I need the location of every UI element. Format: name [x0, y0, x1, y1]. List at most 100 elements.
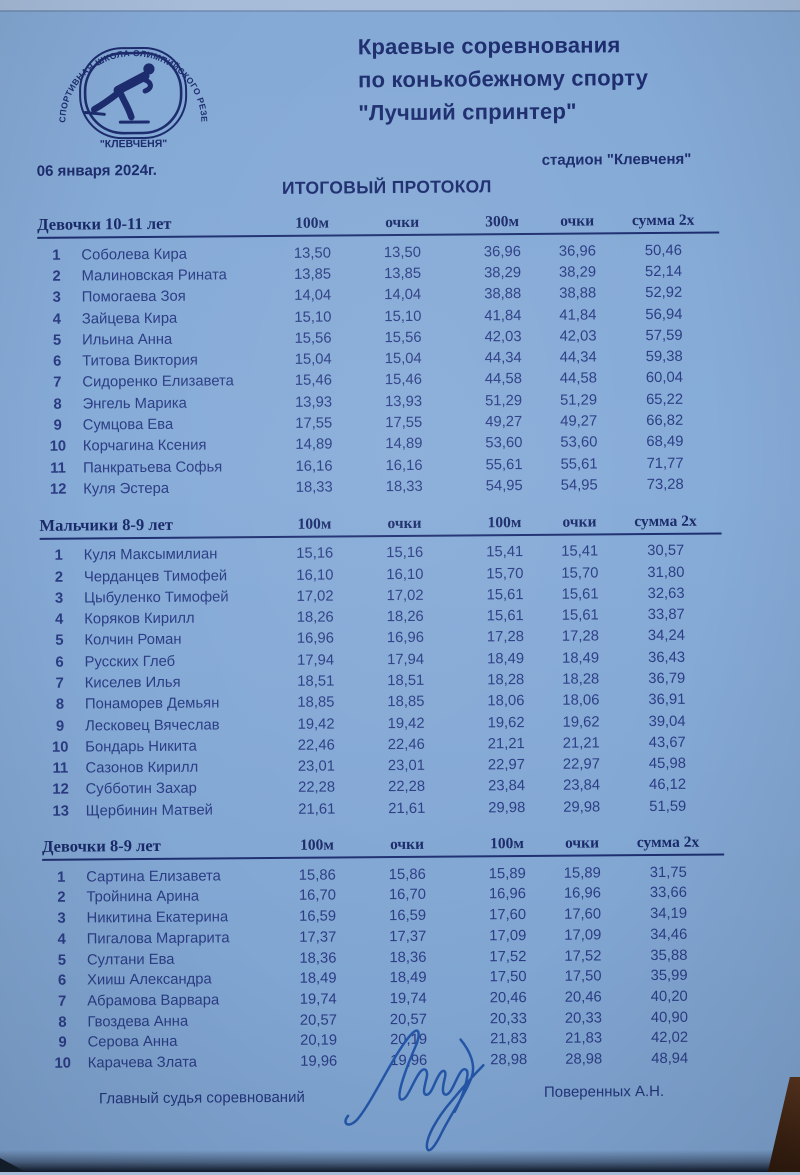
time1-cell: 18,36 [299, 950, 337, 967]
time2-cell: 17,52 [489, 948, 527, 965]
column-header-distance2: 100м [490, 835, 525, 853]
name-cell: Султани Ева [86, 951, 175, 968]
time1-cell: 15,16 [296, 545, 334, 563]
rank-cell: 1 [57, 869, 66, 886]
sum-cell: 35,99 [650, 967, 688, 985]
title-line-1: Краевые соревнования [357, 32, 621, 60]
time1-cell: 14,89 [295, 436, 333, 454]
time1-cell: 17,55 [295, 415, 333, 432]
points1-cell: 17,02 [386, 587, 424, 604]
sum-cell: 33,66 [649, 885, 688, 902]
points2-cell: 55,61 [560, 456, 598, 473]
title-line-3: "Лучший спринтер" [358, 98, 577, 126]
name-cell: Ильина Анна [81, 331, 173, 349]
points2-cell: 16,96 [563, 885, 602, 903]
stadium-oval [79, 46, 188, 140]
points2-cell: 17,09 [564, 927, 602, 944]
time2-cell: 15,70 [486, 565, 524, 582]
points2-cell: 19,62 [562, 714, 600, 731]
points2-cell: 15,70 [561, 564, 599, 582]
time2-cell: 38,88 [484, 286, 522, 303]
rank-cell: 11 [50, 460, 66, 477]
points2-cell: 21,83 [564, 1030, 603, 1047]
group-title: Девочки 8-9 лет [41, 836, 161, 857]
name-cell: Сидоренко Елизавета [82, 373, 234, 391]
time1-cell: 15,56 [294, 330, 332, 347]
points1-cell: 14,04 [384, 287, 422, 304]
results-tables: Девочки 10-11 лет 100м очки 300м очки су… [37, 209, 726, 1074]
points2-cell: 49,27 [560, 413, 598, 430]
points1-cell: 21,61 [388, 800, 426, 817]
time2-cell: 29,98 [488, 799, 526, 817]
points1-cell: 18,33 [385, 478, 423, 496]
time1-cell: 22,28 [298, 779, 336, 797]
points1-cell: 22,28 [388, 779, 426, 796]
column-header-points2: очки [564, 834, 600, 853]
sum-cell: 36,43 [647, 649, 686, 666]
name-cell: Титова Виктория [82, 352, 198, 370]
column-header-points1: очки [389, 836, 425, 854]
time1-cell: 14,04 [294, 287, 332, 305]
time1-cell: 18,26 [296, 609, 334, 626]
points1-cell: 16,70 [388, 887, 427, 904]
points1-cell: 18,85 [387, 694, 425, 711]
points2-cell: 38,88 [559, 285, 597, 302]
time1-cell: 16,16 [295, 458, 333, 475]
results-table-girls-10-11: Девочки 10-11 лет 100м очки 300м очки су… [37, 209, 721, 500]
time2-cell: 18,49 [486, 650, 525, 668]
points1-cell: 16,10 [386, 566, 424, 583]
time2-cell: 55,61 [485, 456, 523, 473]
sum-cell: 66,82 [646, 412, 684, 430]
club-logo: СПОРТИВНАЯ ШКОЛА ОЛИМПИЙСКОГО РЕЗЕРВА ПО… [48, 21, 210, 150]
points1-cell: 23,01 [387, 757, 425, 775]
time2-cell: 15,61 [486, 608, 524, 625]
sum-cell: 60,04 [645, 370, 683, 387]
rank-cell: 3 [52, 289, 61, 306]
name-cell: Хииш Александра [87, 971, 212, 989]
time1-cell: 21,61 [298, 801, 336, 818]
name-cell: Щербинин Матвей [85, 802, 213, 820]
name-cell: Панкратьева Софья [83, 459, 223, 477]
rank-cell: 1 [52, 247, 61, 264]
time2-cell: 18,28 [487, 672, 525, 689]
points1-cell: 18,49 [389, 970, 427, 987]
event-date: 06 января 2024г. [36, 161, 157, 180]
time1-cell: 18,85 [297, 694, 335, 712]
points1-cell: 13,50 [383, 244, 421, 261]
name-cell: Цыбуленко Тимофей [84, 589, 229, 607]
name-cell: Киселев Илья [84, 674, 181, 692]
sum-cell: 52,14 [644, 263, 683, 281]
time2-cell: 19,62 [487, 714, 525, 731]
sum-cell: 32,63 [647, 585, 685, 602]
time1-cell: 13,50 [293, 245, 331, 262]
name-cell: Сумцова Ева [82, 416, 174, 434]
rank-cell: 2 [57, 890, 66, 907]
time2-cell: 53,60 [485, 435, 523, 452]
sum-cell: 40,90 [650, 1009, 688, 1026]
points1-cell: 22,46 [387, 736, 425, 753]
name-cell: Энгель Марика [82, 395, 187, 413]
points1-cell: 13,85 [383, 265, 422, 283]
sum-cell: 43,67 [648, 734, 686, 751]
points2-cell: 15,61 [561, 607, 599, 624]
sum-cell: 35,88 [650, 947, 688, 964]
points2-cell: 44,34 [559, 349, 597, 366]
time2-cell: 18,06 [487, 693, 525, 710]
sum-cell: 34,19 [650, 905, 688, 923]
rank-cell: 1 [54, 547, 63, 564]
time1-cell: 22,46 [297, 737, 335, 754]
rank-cell: 11 [52, 760, 69, 777]
time1-cell: 18,33 [295, 479, 333, 496]
points1-cell: 15,56 [384, 329, 422, 346]
table-row: 13 Щербинин Матвей 21,61 21,61 29,98 29,98 51,… [42, 796, 724, 823]
name-cell: Коряков Кирилл [84, 610, 195, 628]
rank-cell: 12 [52, 782, 69, 799]
sum-cell: 48,94 [651, 1050, 689, 1067]
name-cell: Серова Анна [87, 1034, 178, 1051]
time1-cell: 18,51 [297, 673, 335, 690]
paper-bottom-shadow [0, 1150, 800, 1172]
judge-signature [344, 1029, 485, 1152]
rank-cell: 10 [49, 438, 67, 456]
points1-cell: 17,94 [387, 651, 425, 668]
time1-cell: 16,59 [299, 908, 337, 925]
